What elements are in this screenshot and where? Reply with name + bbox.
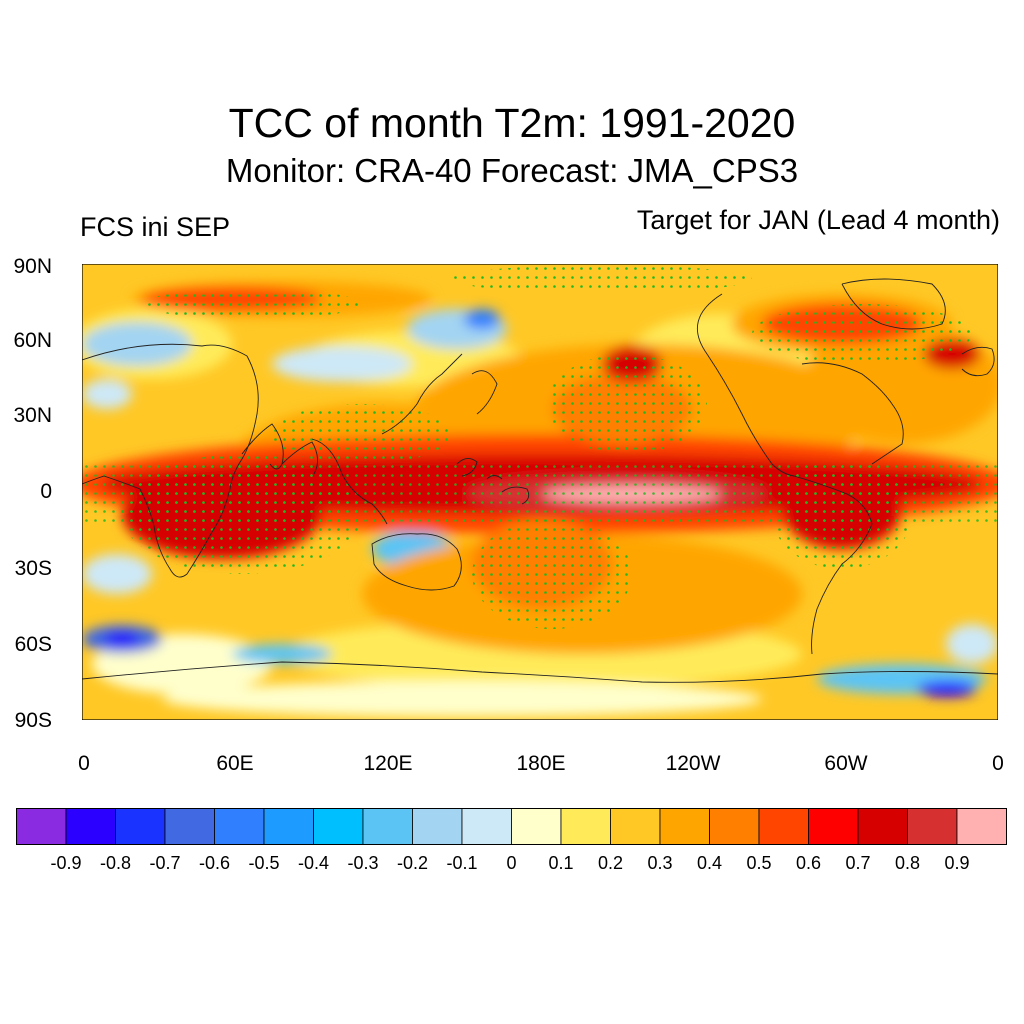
colorbar-cell [164,808,215,845]
colorbar-cell [115,808,166,845]
colorbar-label: 0.2 [597,853,624,873]
lat-label-60s: 60S [14,633,52,656]
target-label: Target for JAN (Lead 4 month) [636,205,1000,235]
colorbar [16,808,1007,845]
colorbar-label: 0.7 [845,853,871,873]
colorbar-label: 0.5 [746,853,772,873]
lon-label-0-east: 0 [992,752,1004,775]
correlation-map [82,264,998,720]
lat-label-90n: 90N [13,255,52,278]
colorbar-cell [362,808,413,845]
lat-label-90s: 90S [14,709,52,732]
colorbar-label: -0.3 [347,853,379,873]
colorbar-cell [956,808,1007,845]
colorbar-cell [263,808,314,845]
colorbar-label: -0.9 [50,853,82,873]
initialization-label: FCS ini SEP [80,212,231,242]
lat-label-30s: 30S [14,557,52,580]
lon-label-0: 0 [78,752,90,775]
colorbar-label: -0.8 [99,853,132,873]
lon-label-60w: 60W [824,752,868,775]
colorbar-cell [857,808,908,845]
colorbar-cell [560,808,611,845]
colorbar-cell [313,808,364,845]
lon-label-120w: 120W [665,752,721,775]
chart-subtitle: Monitor: CRA-40 Forecast: JMA_CPS3 [225,152,799,189]
colorbar-label: 0.8 [894,853,921,873]
coastlines [82,278,998,683]
colorbar-label: -0.4 [297,853,330,873]
colorbar-label: -0.1 [446,853,478,873]
lat-label-equator: 0 [40,480,52,503]
colorbar-cell [511,808,562,845]
colorbar-label: -0.2 [396,853,429,873]
colorbar-cell [907,808,958,845]
colorbar-cell [808,808,859,845]
colorbar-cell [412,808,463,845]
colorbar-cell [65,808,116,845]
colorbar-label: -0.7 [149,853,181,873]
colorbar-label: 0 [506,853,517,873]
colorbar-cell [214,808,265,845]
lon-label-60e: 60E [216,752,254,775]
colorbar-label: 0.9 [944,853,970,873]
colorbar-label: 0.1 [548,853,574,873]
colorbar-label: 0.6 [795,853,822,873]
chart-title: TCC of month T2m: 1991-2020 [228,100,796,146]
colorbar-cell [16,808,67,845]
lat-label-60n: 60N [13,329,52,352]
colorbar-cell [610,808,661,845]
colorbar-label: -0.6 [198,853,231,873]
lon-label-120e: 120E [363,752,413,775]
lon-label-180e: 180E [516,752,566,775]
colorbar-label: 0.3 [647,853,673,873]
colorbar-cell [659,808,710,845]
colorbar-cell [461,808,512,845]
lat-label-30n: 30N [13,404,52,427]
colorbar-label: -0.5 [248,853,280,873]
colorbar-cell [709,808,760,845]
colorbar-cell [758,808,809,845]
colorbar-label: 0.4 [696,853,723,873]
correlation-field [82,264,998,720]
